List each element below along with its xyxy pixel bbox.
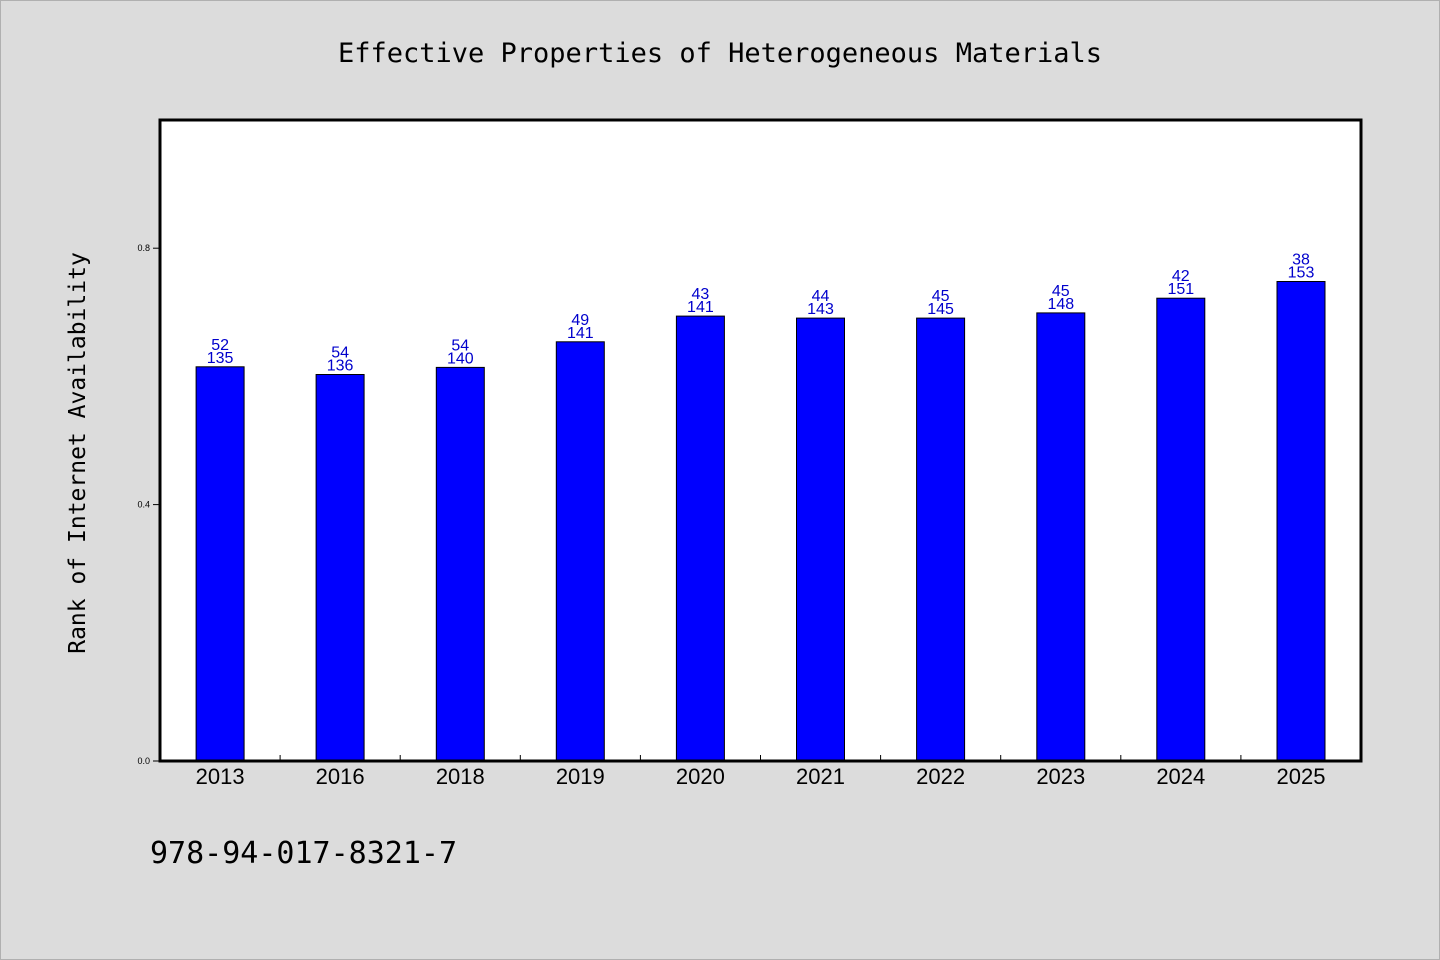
chart-title: Effective Properties of Heterogeneous Ma… [338,38,1102,69]
bar-label-bottom: 136 [327,358,354,375]
plot-frame [158,118,1363,763]
y-ticks-group: 0.0 0.4 0.8 [137,243,160,766]
bar-label-top: 49 [571,312,589,329]
bar-2021 [796,317,845,762]
bar-2024 [1156,297,1206,762]
bar-2022 [916,317,966,762]
bar-2020 [675,315,725,762]
x-tick-label: 2021 [796,764,845,789]
bar-label-top: 54 [331,345,349,362]
bar-label-top: 44 [812,288,830,305]
bar-label-bottom: 151 [1167,281,1194,298]
footnote-isbn: 978-94-017-8321-7 [150,836,457,871]
bar-label-top: 52 [211,337,229,354]
bar-label-top: 43 [692,286,710,303]
bar-2016 [315,374,365,762]
x-tick-label: 2025 [1277,764,1326,789]
y-tick-label: 0.4 [137,500,150,510]
bars-group [195,281,1326,762]
bar-2025 [1276,281,1326,762]
bar-2023 [1036,312,1086,762]
bar-label-top: 45 [1052,283,1070,300]
bar-label-bottom: 148 [1047,296,1074,313]
x-ticks-group: 2013 2016 2018 2019 2020 2021 2022 2023 2024 2025 [196,755,1326,789]
x-tick-label: 2013 [196,764,245,789]
y-tick-label: 0.0 [137,756,150,766]
y-axis-label: Rank of Internet Availability [65,252,91,654]
bar-2019 [555,341,605,762]
bar-label-top: 54 [451,337,469,354]
bar-2013 [195,366,245,762]
bar-label-bottom: 135 [207,350,234,367]
x-tick-label: 2019 [556,764,605,789]
x-tick-label: 2020 [676,764,725,789]
bar-label-top: 42 [1172,268,1190,285]
x-tick-label: 2016 [316,764,365,789]
bar-label-bottom: 145 [927,301,954,318]
x-tick-label: 2023 [1036,764,1085,789]
bar-label-bottom: 140 [447,350,474,367]
x-tick-label: 2024 [1156,764,1205,789]
x-tick-label: 2018 [436,764,485,789]
bar-label-top: 38 [1292,252,1310,269]
bar-label-bottom: 143 [807,301,834,318]
bar-label-top: 45 [932,288,950,305]
bar-label-bottom: 141 [567,325,594,342]
bar-2018 [435,366,485,762]
y-tick-label: 0.8 [137,243,150,253]
bar-label-bottom: 141 [687,299,714,316]
bar-label-bottom: 153 [1288,265,1315,282]
x-tick-label: 2022 [916,764,965,789]
